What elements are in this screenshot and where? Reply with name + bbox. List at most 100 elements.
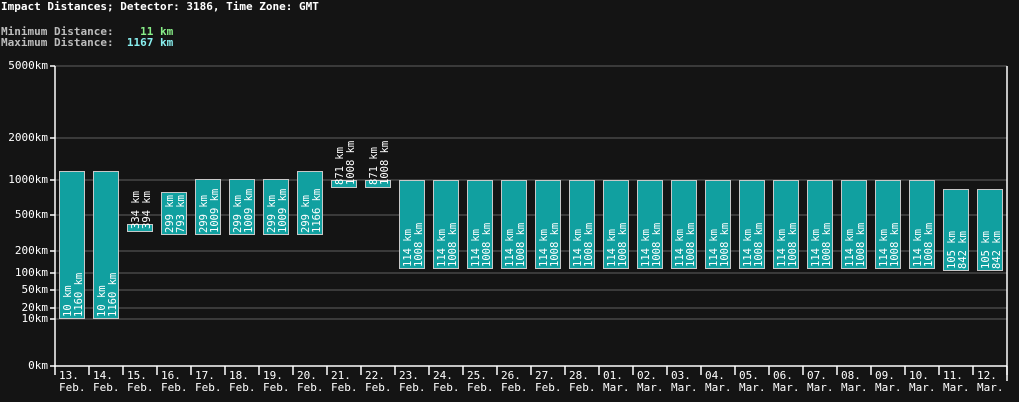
y-tick-label: 1000km bbox=[8, 173, 48, 186]
bar-max-label: 1008 km bbox=[617, 222, 629, 267]
bar-min-label: 114 km bbox=[878, 228, 890, 267]
x-tick-label: 09. Mar. bbox=[875, 369, 902, 394]
bar-min-label: 114 km bbox=[436, 228, 448, 267]
bar-max-label: 1009 km bbox=[277, 188, 289, 234]
x-tick-label: 15. Feb. bbox=[127, 369, 154, 394]
maximum-distance-row: Maximum Distance: 1167 km bbox=[1, 37, 173, 49]
bar-min-label: 114 km bbox=[538, 228, 550, 267]
y-axis-labels: 0km 10km 20km 50km 100km 200km 500km 1000km 2000… bbox=[0, 0, 48, 402]
bar-min-label: 114 km bbox=[606, 228, 618, 267]
range-bar bbox=[229, 179, 255, 236]
x-tick-label: 14. Feb. bbox=[93, 369, 120, 394]
x-tick-label: 20. Feb. bbox=[297, 369, 324, 394]
x-tick-label: 08. Mar. bbox=[841, 369, 868, 394]
bar-max-label: 1166 km bbox=[311, 188, 323, 234]
bar-max-label: 1008 km bbox=[481, 222, 493, 267]
maximum-distance-label: Maximum Distance: bbox=[1, 36, 114, 49]
bar-max-label: 1008 km bbox=[855, 222, 867, 267]
x-tick-label: 17. Feb. bbox=[195, 369, 222, 394]
range-bar bbox=[943, 188, 969, 272]
range-bar bbox=[501, 179, 527, 269]
bar-max-label: 1008 km bbox=[515, 222, 527, 267]
range-bar bbox=[739, 179, 765, 269]
range-bar bbox=[875, 179, 901, 269]
x-tick-label: 27. Feb. bbox=[535, 369, 562, 394]
chart-title: Impact Distances; Detector: 3186, Time Z… bbox=[1, 0, 319, 13]
bar-min-label: 114 km bbox=[572, 228, 584, 267]
bar-max-label: 1160 km bbox=[73, 272, 85, 317]
bar-max-label: 1008 km bbox=[821, 222, 833, 267]
bar-max-label: 842 km bbox=[957, 231, 969, 270]
range-bar bbox=[841, 179, 867, 269]
bar-max-label: 1008 km bbox=[889, 222, 901, 267]
x-tick-label: 11. Mar. bbox=[943, 369, 970, 394]
bar-max-label: 1008 km bbox=[413, 222, 425, 267]
y-tick-label: 50km bbox=[21, 283, 49, 296]
x-tick-label: 05. Mar. bbox=[739, 369, 766, 394]
range-bar bbox=[467, 179, 493, 269]
range-bar bbox=[433, 179, 459, 269]
range-bar bbox=[671, 179, 697, 269]
bar-min-label: 299 km bbox=[300, 195, 312, 234]
x-tick-label: 28. Feb. bbox=[569, 369, 596, 394]
range-bar bbox=[59, 171, 85, 319]
x-tick-label: 07. Mar. bbox=[807, 369, 834, 394]
range-bar bbox=[977, 188, 1003, 272]
x-tick-label: 03. Mar. bbox=[671, 369, 698, 394]
bar-min-label: 114 km bbox=[640, 228, 652, 267]
x-tick-label: 02. Mar. bbox=[637, 369, 664, 394]
bar-min-label: 114 km bbox=[844, 228, 856, 267]
bar-min-label: 114 km bbox=[776, 228, 788, 267]
bar-min-label: 334 km bbox=[130, 190, 142, 229]
bar-max-label: 1008 km bbox=[583, 222, 595, 267]
range-bar bbox=[603, 179, 629, 269]
bar-max-label: 793 km bbox=[175, 195, 187, 234]
bar-max-label: 1008 km bbox=[549, 222, 561, 267]
range-bar bbox=[365, 179, 391, 188]
range-bar bbox=[773, 179, 799, 269]
bar-max-label: 1008 km bbox=[345, 140, 357, 185]
bar-max-label: 1009 km bbox=[243, 188, 255, 234]
bar-min-label: 114 km bbox=[470, 228, 482, 267]
y-tick-label: 20km bbox=[21, 301, 49, 314]
bar-min-label: 114 km bbox=[810, 228, 822, 267]
y-tick-label: 200km bbox=[14, 244, 48, 257]
bar-min-label: 10 km bbox=[96, 285, 108, 317]
x-tick-label: 04. Mar. bbox=[705, 369, 732, 394]
y-tick-label: 10km bbox=[21, 312, 49, 325]
bar-max-label: 1008 km bbox=[923, 222, 935, 267]
x-tick-label: 18. Feb. bbox=[229, 369, 256, 394]
range-bar bbox=[161, 191, 187, 236]
x-tick-label: 16. Feb. bbox=[161, 369, 188, 394]
bar-max-label: 1008 km bbox=[753, 222, 765, 267]
range-bar bbox=[297, 170, 323, 236]
bar-max-label: 1008 km bbox=[379, 140, 391, 185]
bar-min-label: 114 km bbox=[674, 228, 686, 267]
range-bar bbox=[637, 179, 663, 269]
bar-min-label: 299 km bbox=[232, 195, 244, 234]
bar-min-label: 299 km bbox=[198, 195, 210, 234]
bar-min-label: 114 km bbox=[504, 228, 516, 267]
x-tick-label: 26. Feb. bbox=[501, 369, 528, 394]
y-tick-label: 0km bbox=[28, 359, 48, 372]
bar-min-label: 105 km bbox=[946, 231, 958, 270]
range-bar bbox=[399, 179, 425, 269]
x-tick-label: 24. Feb. bbox=[433, 369, 460, 394]
bar-max-label: 394 km bbox=[141, 190, 153, 229]
bar-max-label: 1008 km bbox=[719, 222, 731, 267]
x-tick-label: 21. Feb. bbox=[331, 369, 358, 394]
bar-max-label: 842 km bbox=[991, 231, 1003, 270]
range-bar bbox=[127, 224, 153, 233]
x-tick-label: 22. Feb. bbox=[365, 369, 392, 394]
bar-min-label: 871 km bbox=[368, 147, 380, 185]
x-tick-label: 25. Feb. bbox=[467, 369, 494, 394]
bar-min-label: 114 km bbox=[742, 228, 754, 267]
bar-max-label: 1160 km bbox=[107, 272, 119, 317]
x-tick-label: 10. Mar. bbox=[909, 369, 936, 394]
minimum-distance-label: Minimum Distance: bbox=[1, 25, 114, 38]
y-tick-label: 500km bbox=[14, 208, 48, 221]
bar-max-label: 1008 km bbox=[651, 222, 663, 267]
bar-min-label: 10 km bbox=[62, 285, 74, 317]
y-tick-label: 5000km bbox=[8, 59, 48, 72]
